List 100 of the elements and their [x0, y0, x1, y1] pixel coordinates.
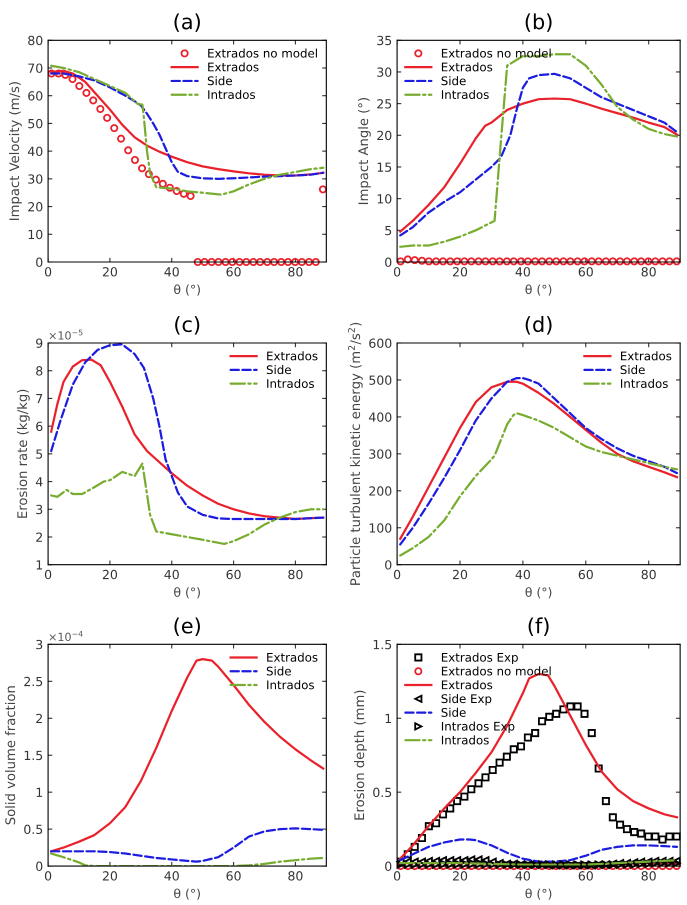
x-tick-label: 0: [44, 871, 52, 881]
x-tick-label: 80: [288, 570, 303, 580]
y-tick-label: 100: [370, 523, 392, 533]
x-tick-label: 0: [394, 871, 400, 881]
legend-label: Side: [442, 76, 466, 86]
x-tick-label: 60: [578, 871, 593, 881]
y-tick-label: 0.5: [24, 824, 42, 834]
y-tick-label: 0: [385, 257, 392, 267]
x-tick-label: 80: [642, 570, 656, 580]
y-tick-label: 1.5: [374, 640, 392, 650]
y-tick-label: 300: [369, 449, 392, 459]
y-tick-label: 6: [36, 422, 42, 432]
legend-label: Side Exp: [442, 694, 492, 706]
legend-label: Extrados: [267, 351, 318, 360]
y-tick-label: 8: [36, 366, 42, 376]
y-tick-label: 1: [386, 714, 392, 724]
y-tick-label: 30: [28, 174, 42, 184]
legend-label: Side: [442, 708, 466, 717]
chart-title: (e): [174, 617, 200, 636]
x-tick-label: 40: [164, 570, 179, 580]
x-tick-label: 40: [516, 267, 530, 277]
y-tick-label: 10: [378, 194, 392, 204]
y-tick-label: 0: [36, 862, 42, 872]
y-tick-label: 0: [36, 257, 42, 267]
y-axis-title: Solid volume fraction: [5, 686, 16, 824]
x-tick-label: 0: [44, 267, 52, 277]
y-tick-label: 30: [377, 67, 392, 77]
legend-label: Side: [208, 76, 232, 86]
y-tick-label: 9: [36, 338, 42, 348]
y-tick-label: 3: [36, 640, 42, 650]
y-tick-label: 0: [385, 560, 392, 570]
x-axis-title: θ (°): [525, 587, 552, 598]
y-tick-label: 1: [36, 788, 42, 797]
x-axis-title: θ (°): [174, 587, 200, 598]
x-tick-label: 0: [394, 570, 400, 580]
legend-label: Intrados: [208, 90, 256, 100]
x-tick-label: 20: [102, 267, 118, 277]
x-tick-label: 40: [164, 267, 179, 277]
x-tick-label: 20: [452, 267, 468, 277]
y-tick-label: 10: [28, 230, 42, 240]
legend-label: Side: [266, 666, 291, 676]
legend-label: Extrados no model: [208, 48, 317, 58]
legend-label: Side: [620, 365, 645, 374]
y-tick-label: 400: [368, 412, 392, 422]
x-tick-label: 40: [516, 871, 530, 881]
y-tick-label: 60: [28, 91, 42, 101]
x-tick-label: 40: [164, 871, 179, 881]
x-tick-label: 80: [288, 871, 303, 881]
legend-label: Extrados Exp: [442, 652, 518, 664]
y-tick-label: 50: [28, 118, 42, 128]
legend-label: Intrados: [620, 378, 668, 388]
x-tick-label: 0: [394, 267, 400, 277]
legend-label: Side: [266, 365, 291, 374]
legend-label: Intrados: [442, 90, 489, 100]
y-tick-label: 20: [28, 202, 42, 212]
chart-title: (f): [528, 617, 549, 636]
y-tick-label: 1: [36, 560, 42, 570]
y-axis-title: Erosion rate (kg/kg): [16, 390, 30, 518]
y-tick-label: 0.5: [373, 788, 392, 798]
y-tick-label: 0: [385, 862, 392, 872]
y-tick-label: 2: [36, 532, 42, 542]
y-tick-label: 2.5: [24, 676, 42, 686]
y-tick-label: 500: [369, 375, 392, 385]
x-tick-label: 80: [642, 871, 656, 881]
y-tick-label: 600: [369, 338, 392, 348]
x-axis-title: θ (°): [525, 284, 552, 296]
chart-title: (a): [174, 13, 200, 32]
y-tick-label: 80: [28, 36, 42, 46]
x-tick-label: 60: [226, 267, 241, 277]
y-tick-label: 200: [369, 486, 392, 496]
y-tick-label: 4: [36, 477, 43, 486]
legend-label: Extrados: [267, 652, 318, 662]
x-tick-label: 20: [452, 570, 468, 580]
y-axis-title: Impact Velocity (m/s): [8, 82, 22, 220]
legend-label: Extrados: [442, 680, 492, 690]
y-axis-title: Particle turbulent kinetic energy (m$^{2}$/s$^{2}$): [348, 322, 363, 585]
x-axis-title: θ (°): [174, 284, 200, 296]
legend-label: Extrados no model: [442, 666, 551, 676]
y-tick-label: 5: [36, 449, 42, 459]
x-tick-label: 20: [102, 570, 118, 580]
y-tick-label: 70: [28, 63, 42, 73]
x-tick-label: 60: [226, 871, 241, 881]
x-tick-label: 20: [102, 871, 118, 881]
x-tick-label: 60: [578, 570, 593, 580]
legend-label: Intrados: [442, 735, 489, 744]
y-axis-title: Impact Angle (°): [358, 98, 371, 204]
y-tick-label: 1.5: [24, 750, 42, 760]
chart-title: (c): [175, 316, 200, 335]
legend-label: Extrados: [442, 62, 492, 72]
x-tick-label: 20: [452, 871, 468, 881]
y-tick-label: 20: [377, 130, 392, 140]
x-axis-title: θ (°): [174, 888, 200, 900]
chart-title: (b): [526, 13, 552, 32]
y-tick-label: 7: [36, 394, 42, 404]
y-tick-label: 2: [36, 714, 42, 724]
x-axis-title: θ (°): [525, 888, 552, 900]
x-tick-label: 0: [44, 570, 52, 580]
legend-label: Intrados: [267, 378, 314, 388]
x-tick-label: 60: [578, 267, 593, 277]
x-tick-label: 40: [516, 570, 530, 580]
